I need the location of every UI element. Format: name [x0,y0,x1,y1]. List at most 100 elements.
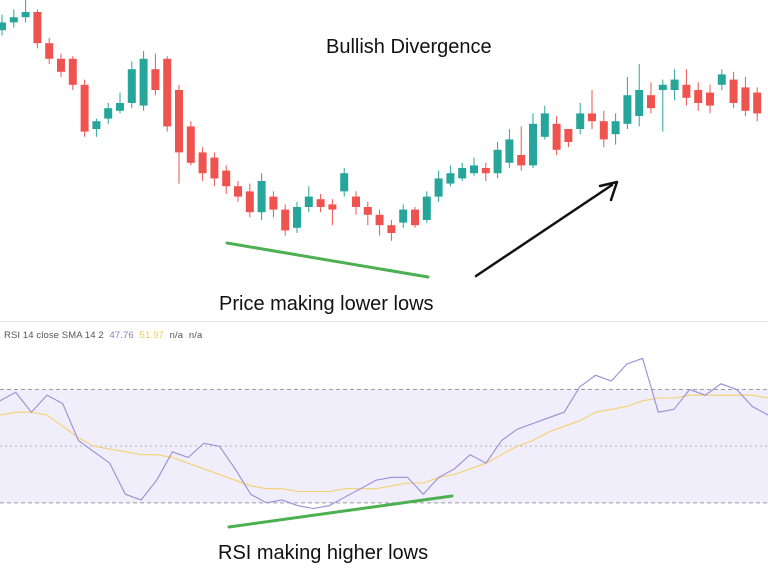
candle [375,209,384,236]
candle [706,84,714,114]
candle [611,113,620,145]
candle-body [316,199,325,207]
candle [245,183,254,218]
candle-body [729,79,738,103]
candle [505,129,514,168]
candle [127,61,136,109]
candle-body [387,225,396,233]
candle [33,9,42,49]
candle-body [210,157,219,179]
candle [104,103,113,124]
candle [328,199,337,226]
candle-body [753,92,762,114]
candle [234,181,242,202]
price-caption: Price making lower lows [219,293,434,315]
candle [399,204,408,228]
candle-body [45,43,54,59]
candle-body [552,123,561,150]
candle-body [694,90,703,103]
annotations [225,180,619,529]
candle [717,69,726,90]
candle [552,116,561,155]
candle-body [163,58,172,127]
candle [481,162,490,181]
arrow-shaft [474,183,614,278]
candle-body [175,90,183,153]
candle [470,157,478,176]
candle-body [234,186,242,197]
chart-title: Bullish Divergence [326,36,492,58]
rsi-legend-sma-value: 51.97 [139,330,164,341]
candle [363,201,372,226]
candle-body [304,196,313,207]
candle [540,105,549,140]
candle-body [151,69,160,90]
pane-separator[interactable] [0,321,768,322]
candle-body [611,121,620,135]
candle [682,69,691,106]
candle-body [481,168,490,174]
candle [9,9,18,28]
arrow-head [598,180,619,202]
candle-body [21,12,30,18]
candle [623,77,632,129]
candle-body [0,22,6,31]
candle [741,77,750,116]
candle [387,220,396,241]
candle [647,82,655,114]
candle [446,165,455,187]
candle [576,103,585,135]
candle [45,38,54,64]
candle-body [352,196,360,207]
candle-body [293,207,301,228]
rsi-legend-na-2: n/a [188,330,203,341]
candle-body [92,121,101,129]
candle [210,152,219,187]
candle [0,14,6,36]
rsi-pane [0,357,768,510]
candle-body [281,209,290,231]
candle-body [33,12,42,44]
candle-body [328,204,337,210]
candle [198,147,207,181]
candle-body [198,152,207,174]
candle-body [9,17,18,23]
candle-body [139,58,148,106]
candle [304,186,313,213]
candle [493,142,502,179]
candle [635,64,644,127]
candle-body [245,191,254,213]
rsi-legend-name: RSI 14 close SMA 14 2 [4,330,104,341]
candle-body [623,95,632,124]
candle [92,118,101,137]
candle-body [576,113,585,129]
sma-line [0,394,768,493]
candle-body [706,92,714,106]
candle-body [104,108,113,119]
rsi-legend-rsi-value: 47.76 [109,330,134,341]
rsi-legend[interactable]: RSI 14 close SMA 14 2 47.76 51.97 n/a n/… [4,330,205,341]
candle-body [529,123,537,166]
candle [293,201,301,233]
candle-body [127,69,136,103]
candle-body [399,209,408,223]
candle [186,121,195,166]
price-pane [0,0,762,241]
candle [599,110,608,148]
candle-body [340,173,349,192]
candle-body [363,207,372,215]
candle-body [647,95,655,109]
rsi-caption: RSI making higher lows [218,542,429,564]
candle-body [540,113,549,137]
candle-body [257,181,266,213]
candle-body [658,84,667,90]
candle-body [635,90,644,116]
candle [422,191,431,223]
candle-body [186,126,195,163]
candle-body [470,165,478,174]
candle [57,53,65,77]
candle [658,79,667,132]
candle-body [717,74,726,85]
